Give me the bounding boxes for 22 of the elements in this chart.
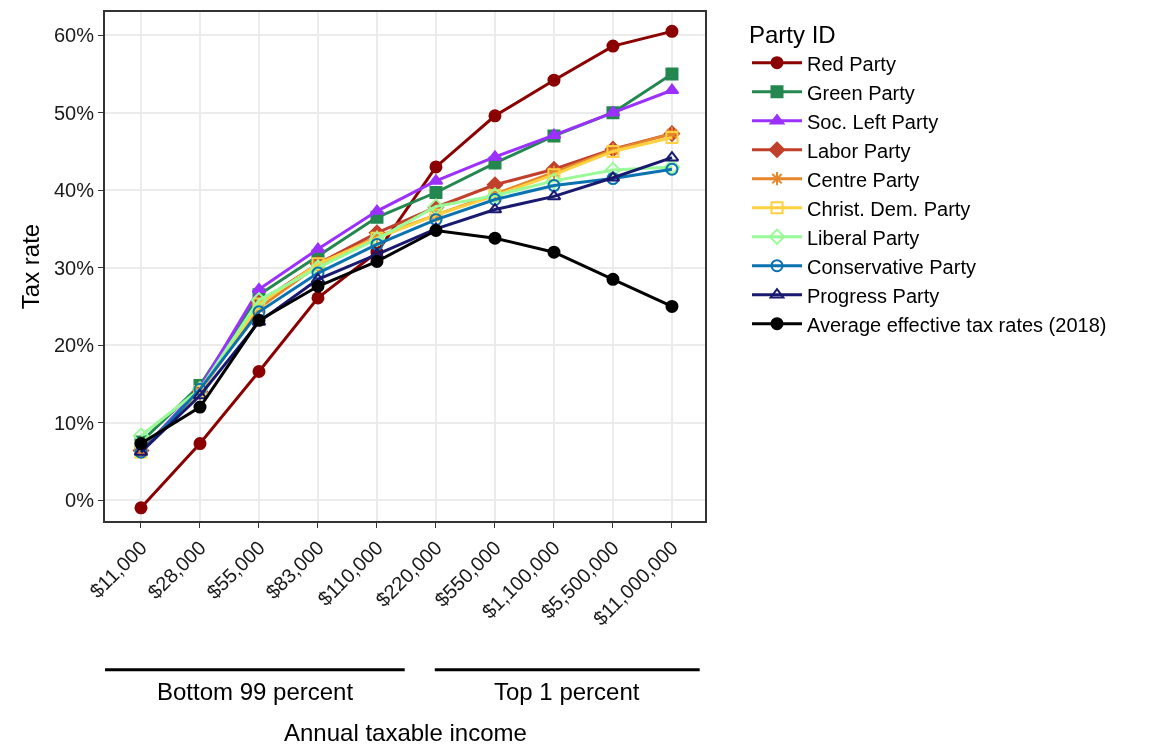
legend-title: Party ID [749,21,836,49]
legend-label: Centre Party [807,168,920,191]
y-tick-label: 30% [53,256,95,279]
y-tick-label: 0% [65,489,95,512]
legend-label: Liberal Party [807,226,920,249]
legend-label: Conservative Party [807,255,976,278]
text: Bottom 99 percent [157,678,354,705]
y-tick-label: 50% [53,101,95,124]
legend-label: Christ. Dem. Party [807,197,971,220]
legend-label: Labor Party [807,139,911,162]
y-tick-label: 20% [53,334,95,357]
legend-label: Soc. Left Party [807,110,939,133]
y-tick-label: 40% [53,179,95,202]
y-tick-label: 10% [53,411,95,434]
legend-label: Red Party [807,52,896,75]
legend-label: Green Party [807,81,915,104]
x-axis-title: Annual taxable income [284,719,527,746]
legend-label: Average effective tax rates (2018) [807,313,1107,336]
y-axis-title: Tax rate [16,223,44,310]
y-tick-label: 60% [53,24,95,47]
text: Top 1 percent [494,678,640,705]
legend-label: Progress Party [807,284,940,307]
